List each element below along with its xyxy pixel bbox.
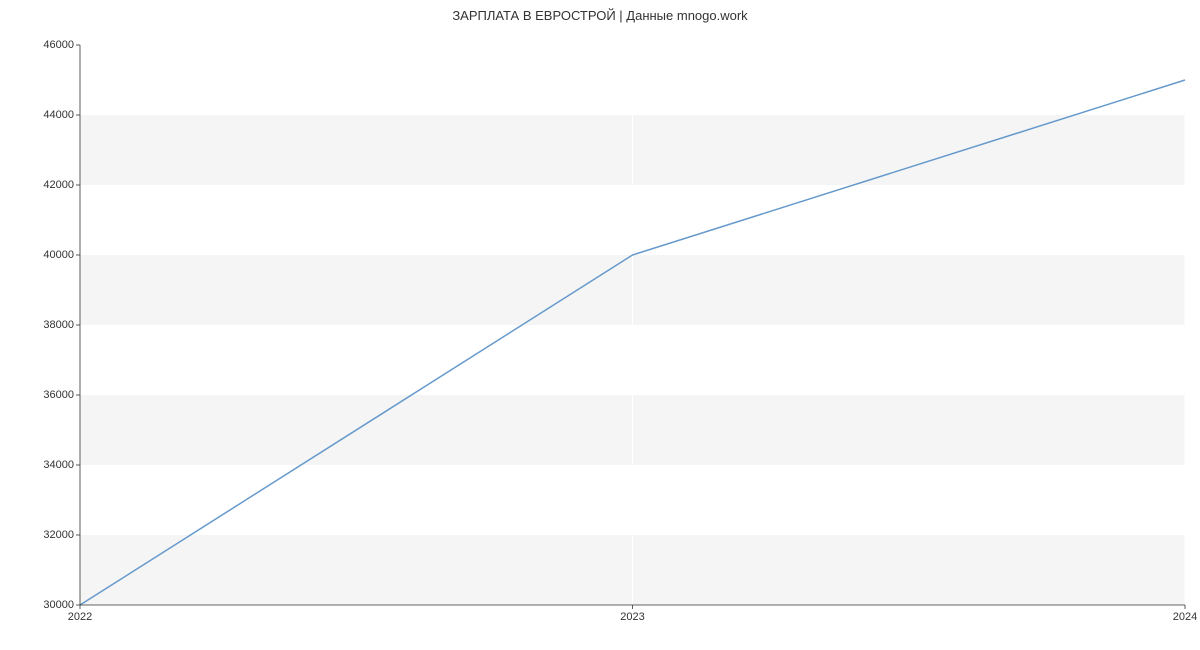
x-tick-label: 2022 — [68, 611, 92, 623]
chart-title: ЗАРПЛАТА В ЕВРОСТРОЙ | Данные mnogo.work — [0, 8, 1200, 23]
y-tick-label: 30000 — [43, 599, 74, 611]
y-tick-label: 46000 — [43, 39, 74, 51]
y-tick-label: 36000 — [43, 389, 74, 401]
x-tick-label: 2024 — [1173, 611, 1197, 623]
y-tick-label: 42000 — [43, 179, 74, 191]
plot-area: 3000032000340003600038000400004200044000… — [80, 45, 1185, 605]
salary-line-chart: ЗАРПЛАТА В ЕВРОСТРОЙ | Данные mnogo.work… — [0, 0, 1200, 650]
x-tick-label: 2023 — [620, 611, 644, 623]
y-tick-label: 40000 — [43, 249, 74, 261]
y-tick-label: 38000 — [43, 319, 74, 331]
y-tick-label: 32000 — [43, 529, 74, 541]
y-tick-label: 34000 — [43, 459, 74, 471]
y-tick-label: 44000 — [43, 109, 74, 121]
chart-svg — [80, 45, 1185, 605]
